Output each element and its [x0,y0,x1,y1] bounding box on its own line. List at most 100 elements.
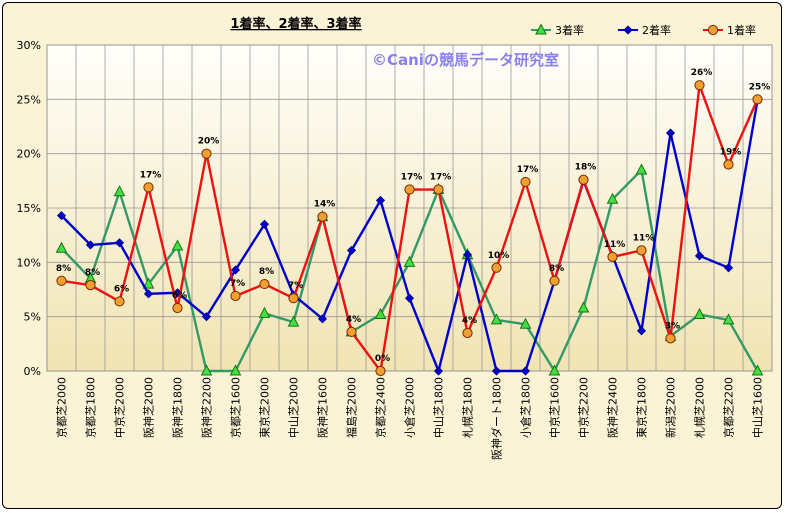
point-circle [520,176,531,188]
x-tick-label: 東京芝1800 [635,377,649,438]
point-circle [723,159,734,170]
y-tick-label: 0% [24,365,41,378]
point-circle [288,293,299,304]
point-circle [491,262,502,273]
x-tick-label: 中京芝2000 [113,377,127,438]
point-triangle [258,306,271,318]
point-triangle [519,317,532,329]
data-label: 6% [172,291,187,301]
point-circle [85,280,96,291]
x-tick-label: 京都芝2000 [55,377,69,438]
point-circle [578,174,589,185]
point-triangle [490,313,503,325]
x-tick-label: 京都芝1600 [229,377,243,438]
point-triangle [200,364,213,376]
point-diamond [665,128,676,138]
y-tick-label: 15% [17,202,41,215]
y-axis: 0% 5% 10% 15% 20% 25% 30% [17,39,41,378]
chart-title: 1着率、2着率、3着率 [230,16,361,32]
point-triangle [142,277,155,289]
point-circle [694,80,705,91]
point-circle [317,211,328,222]
point-circle [404,184,415,195]
x-tick-label: 京都芝2200 [722,377,736,438]
point-triangle [606,192,619,204]
x-tick-label: 中京芝2200 [577,377,591,438]
data-label: 18% [575,163,597,173]
point-circle [172,302,183,314]
x-axis: 京都芝2000 京都芝1800 中京芝2000 阪神芝2000 阪神芝1800 阪神芝22… [55,377,765,460]
x-tick-label: 小倉芝1800 [519,377,533,438]
gridlines [46,44,773,372]
x-tick-label: 京都芝1800 [84,377,98,438]
x-tick-label: 東京芝2000 [258,377,272,438]
point-diamond [114,238,125,248]
data-label: 11% [604,240,626,250]
x-tick-label: 阪神芝2000 [142,377,156,438]
x-tick-label: 阪神芝2200 [200,377,214,438]
data-label: 6% [114,284,129,294]
point-diamond [346,245,357,255]
point-diamond [491,366,502,376]
point-diamond [694,251,705,261]
point-triangle [229,364,242,376]
x-tick-label: 札幌芝1800 [461,377,475,438]
point-circle [143,182,154,193]
y-tick-label: 25% [17,93,41,106]
point-triangle [287,315,300,327]
data-label: 14% [314,200,336,210]
x-tick-label: 阪神芝1600 [316,377,330,438]
data-label: 3% [665,321,680,331]
data-label: 8% [259,267,274,277]
point-diamond [636,326,647,336]
data-label: 17% [140,170,162,180]
point-circle [346,326,357,337]
point-diamond [462,250,473,260]
point-circle [259,278,270,290]
point-diamond [723,263,734,273]
legend-marker [623,25,633,35]
y-tick-label: 10% [17,256,41,269]
data-label: 11% [633,233,655,243]
point-triangle [548,364,561,376]
point-circle [607,251,618,262]
legend-marker [535,23,547,35]
data-label: 20% [198,137,220,147]
x-tick-label: 阪神芝1800 [171,377,185,438]
x-tick-label: 中山芝2000 [288,377,301,438]
x-tick-label: 中山芝1600 [752,377,765,438]
data-label: 7% [230,279,245,289]
point-circle [665,333,676,344]
x-tick-label: 京都芝2400 [374,377,388,438]
series-layer [55,80,764,377]
x-tick-label: 福島芝2000 [345,377,359,438]
data-label: 17% [430,173,452,183]
point-diamond [375,195,386,205]
legend-label: 2着率 [642,23,671,37]
x-tick-label: 小倉芝2000 [403,377,417,438]
x-tick-label: 中京芝1600 [548,377,562,438]
data-label: 4% [346,315,361,325]
point-diamond [143,289,154,299]
point-triangle [403,255,416,267]
x-tick-label: 阪神ダート1800 [490,377,504,460]
point-diamond [317,314,328,324]
point-triangle [693,307,706,319]
point-triangle [635,163,648,175]
data-label: 19% [720,148,742,158]
point-diamond [259,219,270,229]
point-circle [433,184,444,195]
data-label: 25% [749,82,771,92]
point-circle [636,245,647,256]
data-labels: 8% 8% 6% 17% 6% 20% 7% 8% 7% 14% 4% 0% 17% 17% 4% 10% 17… [56,68,770,364]
data-label: 8% [85,268,100,278]
point-circle [462,327,473,339]
data-label: 8% [56,264,71,274]
data-label: 17% [517,165,539,175]
x-tick-label: 札幌芝2000 [693,377,707,438]
point-diamond [404,293,415,303]
data-label: 10% [488,251,510,261]
watermark-text: ©Caniの競馬データ研究室 [372,51,559,69]
data-label: 0% [375,354,390,364]
